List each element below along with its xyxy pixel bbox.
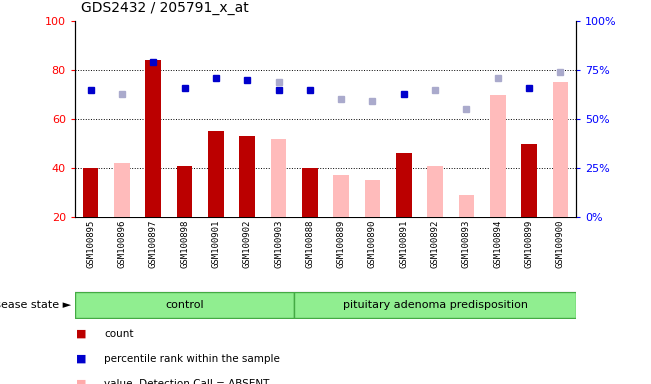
Bar — [145, 60, 161, 217]
Text: GSM100899: GSM100899 — [525, 219, 534, 268]
Text: GSM100903: GSM100903 — [274, 219, 283, 268]
Text: GSM100894: GSM100894 — [493, 219, 503, 268]
Text: GSM100891: GSM100891 — [399, 219, 408, 268]
Text: GSM100898: GSM100898 — [180, 219, 189, 268]
Text: GSM100902: GSM100902 — [243, 219, 252, 268]
Bar — [333, 175, 349, 217]
Text: GSM100889: GSM100889 — [337, 219, 346, 268]
Bar — [240, 136, 255, 217]
Text: control: control — [165, 300, 204, 310]
Bar — [396, 153, 411, 217]
Text: pituitary adenoma predisposition: pituitary adenoma predisposition — [342, 300, 528, 310]
Text: GSM100890: GSM100890 — [368, 219, 377, 268]
Text: ■: ■ — [76, 354, 87, 364]
Text: GSM100888: GSM100888 — [305, 219, 314, 268]
Bar — [490, 94, 506, 217]
Bar — [302, 168, 318, 217]
Text: ■: ■ — [76, 329, 87, 339]
Text: GSM100895: GSM100895 — [86, 219, 95, 268]
Bar — [553, 82, 568, 217]
Text: GSM100896: GSM100896 — [117, 219, 126, 268]
Text: disease state ►: disease state ► — [0, 300, 72, 310]
Bar — [271, 139, 286, 217]
Bar — [83, 168, 98, 217]
Text: GSM100900: GSM100900 — [556, 219, 565, 268]
Bar — [208, 131, 224, 217]
Bar — [365, 180, 380, 217]
Bar — [427, 166, 443, 217]
Bar — [176, 166, 192, 217]
Bar — [459, 195, 475, 217]
Text: GSM100893: GSM100893 — [462, 219, 471, 268]
Text: GSM100901: GSM100901 — [212, 219, 220, 268]
Bar — [521, 144, 537, 217]
Text: GDS2432 / 205791_x_at: GDS2432 / 205791_x_at — [81, 2, 249, 15]
Text: GSM100892: GSM100892 — [431, 219, 439, 268]
Text: count: count — [104, 329, 133, 339]
Bar — [114, 163, 130, 217]
Text: GSM100897: GSM100897 — [148, 219, 158, 268]
Text: ■: ■ — [76, 379, 87, 384]
Text: percentile rank within the sample: percentile rank within the sample — [104, 354, 280, 364]
Text: value, Detection Call = ABSENT: value, Detection Call = ABSENT — [104, 379, 270, 384]
FancyBboxPatch shape — [294, 292, 576, 318]
FancyBboxPatch shape — [75, 292, 294, 318]
